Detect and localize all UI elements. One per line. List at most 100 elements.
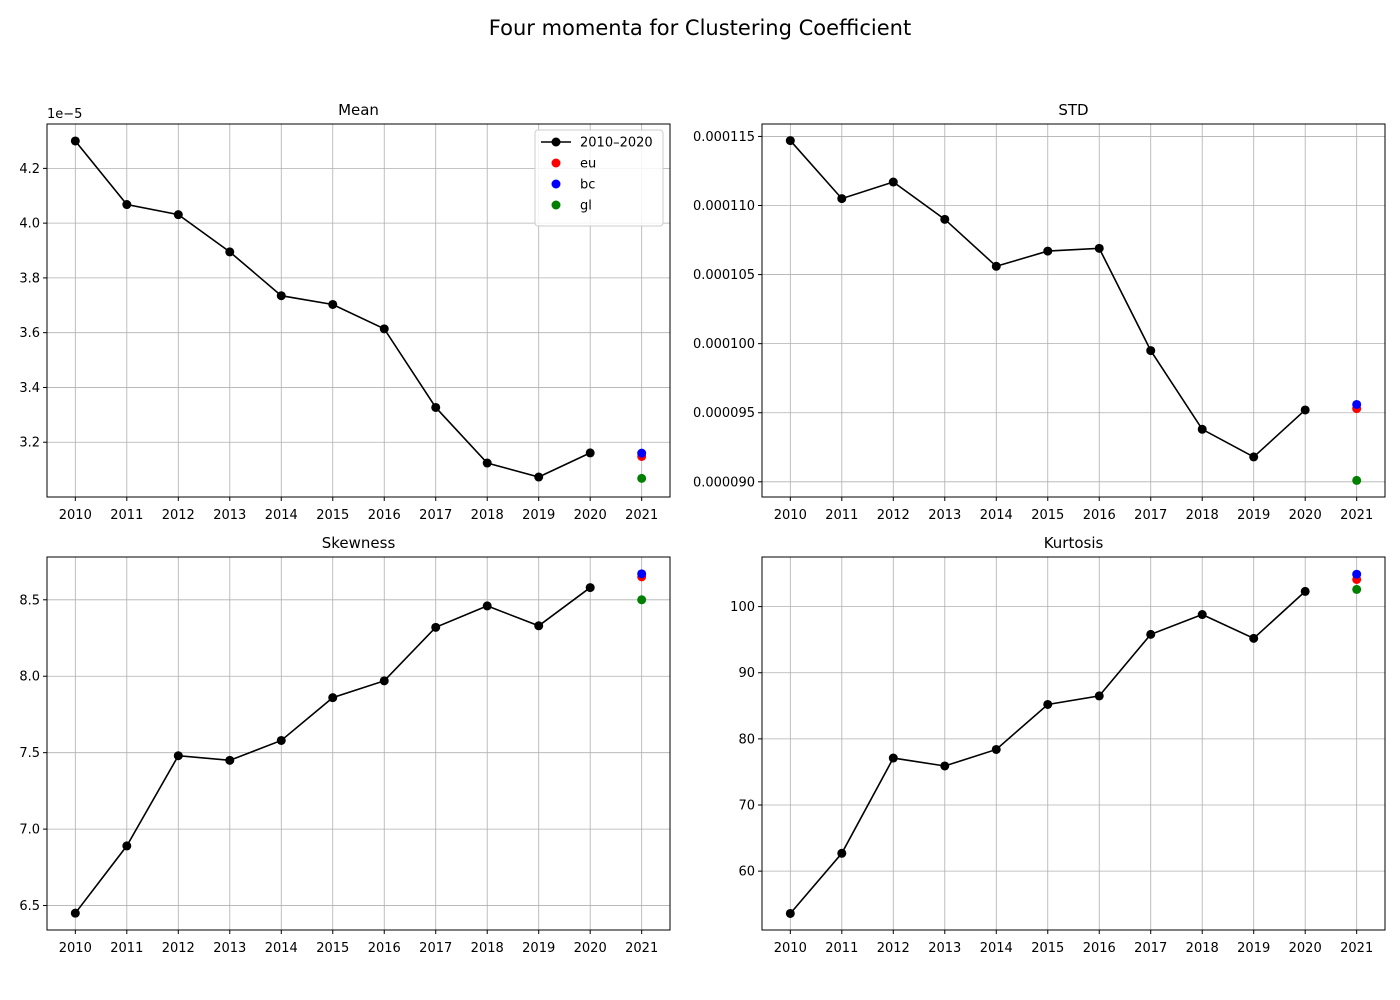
data-point-2018 bbox=[1197, 424, 1207, 434]
y-tick-label-4-0: 4.0 bbox=[19, 217, 40, 232]
x-tick-label-2016: 2016 bbox=[1083, 508, 1116, 523]
y-tick-label-0-000095: 0.000095 bbox=[693, 406, 755, 421]
data-point-2016 bbox=[1094, 691, 1104, 701]
subplot-skewness: 2010 2011 2012 2013 2014 2015 2016 2017 2018 2019… bbox=[19, 534, 671, 956]
y-tick-label-100: 100 bbox=[730, 600, 755, 615]
y-tick-label-7-5: 7.5 bbox=[19, 746, 40, 761]
x-tick-label-2015: 2015 bbox=[1031, 508, 1064, 523]
data-point-2011 bbox=[837, 848, 847, 858]
data-point-2012 bbox=[888, 177, 898, 187]
legend-marker-bc bbox=[551, 179, 561, 189]
data-point-2011 bbox=[122, 200, 132, 210]
point-gl-2021 bbox=[637, 595, 647, 605]
x-tick-label-2010: 2010 bbox=[774, 508, 807, 523]
x-tick-label-2019: 2019 bbox=[522, 508, 555, 523]
x-tick-label-2012: 2012 bbox=[162, 508, 195, 523]
x-tick-label-2011: 2011 bbox=[825, 941, 858, 956]
data-point-2016 bbox=[379, 676, 389, 686]
y-tick-label-90: 90 bbox=[738, 666, 755, 681]
x-tick-label-2015: 2015 bbox=[316, 941, 349, 956]
data-point-2015 bbox=[1043, 246, 1053, 256]
point-bc-2021 bbox=[1352, 569, 1362, 579]
x-tick-label-2018: 2018 bbox=[471, 508, 504, 523]
x-tick-label-2014: 2014 bbox=[265, 508, 298, 523]
data-point-2012 bbox=[888, 753, 898, 763]
legend-label-bc: bc bbox=[580, 178, 595, 193]
x-tick-label-2021: 2021 bbox=[1340, 508, 1373, 523]
y-tick-label-3-2: 3.2 bbox=[19, 436, 40, 451]
data-point-2011 bbox=[122, 841, 132, 851]
axes-frame-std bbox=[761, 123, 1386, 498]
x-tick-label-2020: 2020 bbox=[574, 941, 607, 956]
x-tick-label-2015: 2015 bbox=[316, 508, 349, 523]
x-tick-label-2019: 2019 bbox=[1237, 508, 1270, 523]
data-point-2013 bbox=[940, 761, 950, 771]
subplot-title-std: STD bbox=[1058, 101, 1088, 119]
y-tick-label-0-000105: 0.000105 bbox=[693, 268, 755, 283]
data-point-2018 bbox=[1197, 610, 1207, 620]
legend-label-gl: gl bbox=[580, 199, 592, 214]
x-tick-label-2015: 2015 bbox=[1031, 941, 1064, 956]
y-offset-label: 1e−5 bbox=[47, 107, 82, 122]
point-gl-2021 bbox=[1352, 584, 1362, 594]
x-tick-label-2017: 2017 bbox=[1134, 508, 1167, 523]
y-tick-label-60: 60 bbox=[738, 865, 755, 880]
data-point-2020 bbox=[1300, 405, 1310, 415]
axes-frame-kurtosis bbox=[761, 556, 1386, 931]
y-tick-label-70: 70 bbox=[738, 799, 755, 814]
subplot-title-kurtosis: Kurtosis bbox=[1044, 534, 1104, 552]
x-tick-label-2018: 2018 bbox=[1186, 941, 1219, 956]
x-tick-label-2010: 2010 bbox=[59, 508, 92, 523]
x-tick-label-2017: 2017 bbox=[419, 941, 452, 956]
x-tick-label-2016: 2016 bbox=[368, 508, 401, 523]
y-tick-label-8-0: 8.0 bbox=[19, 670, 40, 685]
x-tick-label-2012: 2012 bbox=[877, 508, 910, 523]
x-tick-label-2020: 2020 bbox=[1289, 508, 1322, 523]
x-tick-label-2013: 2013 bbox=[928, 941, 961, 956]
x-tick-label-2017: 2017 bbox=[1134, 941, 1167, 956]
data-point-2010 bbox=[785, 136, 795, 146]
point-bc-2021 bbox=[637, 569, 647, 579]
y-tick-label-0-000110: 0.000110 bbox=[693, 199, 755, 214]
point-bc-2021 bbox=[637, 448, 647, 458]
data-point-2020 bbox=[585, 583, 595, 593]
x-tick-label-2020: 2020 bbox=[1289, 941, 1322, 956]
data-point-2013 bbox=[225, 755, 235, 765]
x-tick-label-2010: 2010 bbox=[59, 941, 92, 956]
point-bc-2021 bbox=[1352, 399, 1362, 409]
axes-frame-skewness bbox=[46, 556, 671, 931]
legend-marker-eu bbox=[551, 158, 561, 168]
data-point-2010 bbox=[70, 908, 80, 918]
x-tick-label-2020: 2020 bbox=[574, 508, 607, 523]
y-tick-label-6-5: 6.5 bbox=[19, 899, 40, 914]
legend-marker-2010-2020 bbox=[551, 137, 561, 147]
data-point-2018 bbox=[482, 601, 492, 611]
x-tick-label-2021: 2021 bbox=[1340, 941, 1373, 956]
data-point-2014 bbox=[276, 291, 286, 301]
data-point-2013 bbox=[940, 214, 950, 224]
subplot-kurtosis: 2010 2011 2012 2013 2014 2015 2016 2017 2018 2019… bbox=[730, 534, 1386, 956]
data-point-2017 bbox=[1146, 629, 1156, 639]
data-point-2012 bbox=[173, 210, 183, 220]
x-tick-label-2019: 2019 bbox=[522, 941, 555, 956]
data-point-2016 bbox=[1094, 243, 1104, 253]
data-point-2018 bbox=[482, 458, 492, 468]
x-tick-label-2014: 2014 bbox=[265, 941, 298, 956]
subplot-title-skewness: Skewness bbox=[322, 534, 396, 552]
y-tick-label-4-2: 4.2 bbox=[19, 162, 40, 177]
data-point-2020 bbox=[585, 448, 595, 458]
subplot-mean: 2010 2011 2012 2013 2014 2015 2016 2017 2018 2019… bbox=[19, 101, 671, 523]
x-tick-label-2021: 2021 bbox=[625, 508, 658, 523]
x-tick-label-2016: 2016 bbox=[368, 941, 401, 956]
x-tick-label-2018: 2018 bbox=[471, 941, 504, 956]
data-point-2016 bbox=[379, 324, 389, 334]
data-point-2010 bbox=[70, 136, 80, 146]
x-tick-label-2016: 2016 bbox=[1083, 941, 1116, 956]
legend-label-eu: eu bbox=[580, 157, 596, 172]
data-point-2019 bbox=[1249, 633, 1259, 643]
x-tick-label-2013: 2013 bbox=[928, 508, 961, 523]
figure-title: Four momenta for Clustering Coefficient bbox=[488, 16, 912, 40]
data-point-2015 bbox=[328, 299, 338, 309]
y-tick-label-0-000090: 0.000090 bbox=[693, 475, 755, 490]
